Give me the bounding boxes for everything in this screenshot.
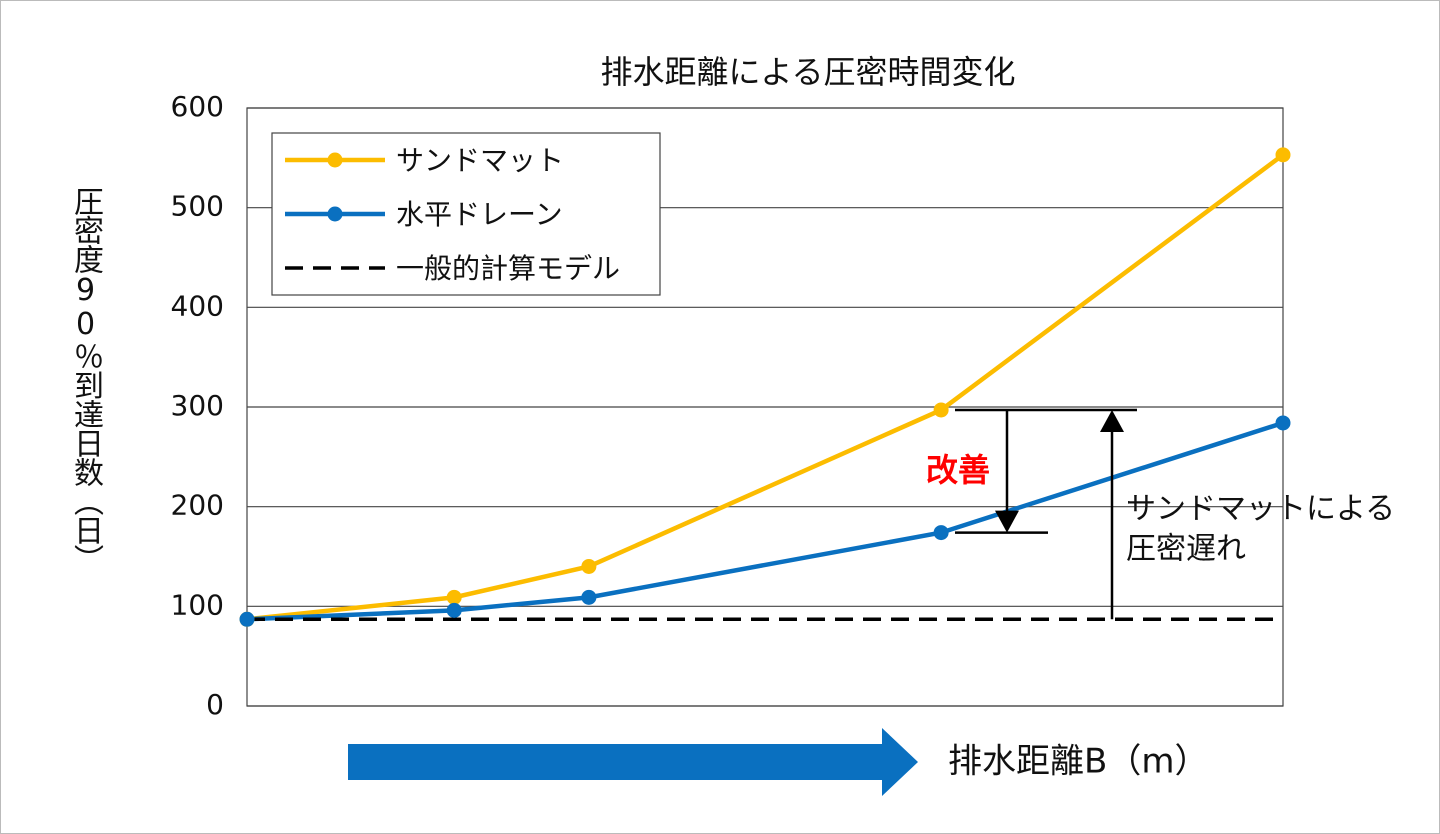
point (933, 525, 949, 541)
point (446, 602, 462, 618)
legend-label: 水平ドレーン (396, 198, 563, 231)
point (1275, 415, 1291, 431)
arrow-head (995, 510, 1019, 533)
y-tick-label: 500 (171, 190, 224, 223)
y-tick-label: 200 (171, 489, 224, 522)
y-tick-label: 0 (206, 688, 224, 721)
legend-label: サンドマット (396, 144, 564, 177)
y-tick-label: 600 (171, 90, 224, 123)
point (581, 558, 597, 574)
annotation: サンドマットによる (1126, 492, 1395, 527)
annotation: 改善 (926, 451, 990, 489)
annotation: 圧密遅れ (1126, 532, 1246, 567)
legend-marker (327, 152, 343, 168)
point (581, 589, 597, 605)
point (1275, 147, 1291, 163)
point (933, 402, 949, 418)
y-tick-label: 300 (171, 389, 224, 422)
point (239, 611, 255, 627)
arrow-head (1100, 409, 1124, 432)
y-tick-label: 100 (171, 588, 224, 621)
x-axis-label: 排水距離B（m） (948, 742, 1208, 782)
point (446, 589, 462, 605)
x-arrow (348, 728, 918, 796)
legend-marker (327, 206, 343, 222)
chart-title: 排水距離による圧密時間変化 (600, 53, 1015, 91)
legend-label: 一般的計算モデル (396, 252, 620, 285)
y-axis-label: 圧密度90％到達日数（日） (68, 186, 103, 573)
y-tick-label: 400 (171, 289, 224, 322)
